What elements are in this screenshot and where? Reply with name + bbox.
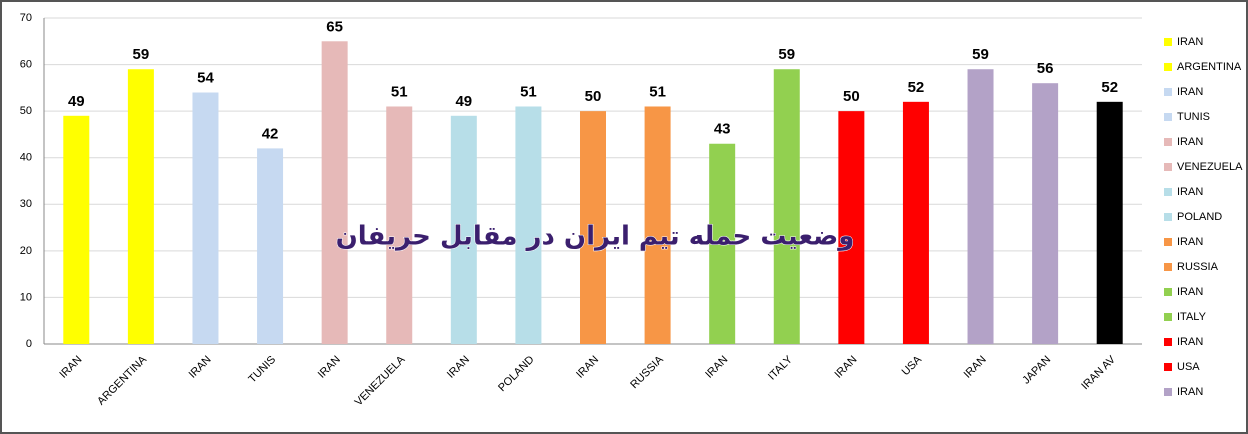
y-tick-label: 10 (20, 291, 32, 303)
bar (1096, 101, 1123, 344)
bar (257, 148, 284, 344)
value-label: 65 (326, 18, 343, 35)
legend-label: ARGENTINA (1177, 61, 1242, 73)
legend-swatch (1164, 288, 1172, 296)
legend-swatch (1164, 38, 1172, 46)
legend-label: USA (1177, 361, 1200, 373)
y-tick-label: 0 (26, 338, 32, 350)
legend-label: IRAN (1177, 386, 1203, 398)
chart-title: وضعیت حمله تیم ایران در مقابل حریفان (336, 222, 855, 252)
legend-swatch (1164, 188, 1172, 196)
y-tick-label: 40 (20, 152, 32, 164)
legend-swatch (1164, 238, 1172, 246)
legend-label: IRAN (1177, 286, 1203, 298)
bar (450, 115, 477, 344)
value-label: 49 (455, 93, 472, 110)
legend-label: IRAN (1177, 86, 1203, 98)
value-label: 42 (262, 125, 279, 142)
value-label: 52 (1101, 79, 1118, 96)
bar (644, 106, 671, 344)
value-label: 52 (908, 79, 925, 96)
legend-label: IRAN (1177, 236, 1203, 248)
value-label: 59 (133, 46, 150, 63)
bar (709, 143, 736, 344)
bar (902, 101, 929, 344)
bar (1032, 83, 1059, 344)
value-label: 50 (585, 88, 602, 105)
value-label: 54 (197, 69, 214, 86)
legend-label: VENEZUELA (1177, 161, 1243, 173)
bar (192, 92, 219, 344)
legend-label: IRAN (1177, 36, 1203, 48)
bar (580, 111, 606, 345)
bar (515, 106, 542, 344)
legend-swatch (1164, 388, 1172, 396)
legend-label: TUNIS (1177, 111, 1210, 123)
value-label: 51 (391, 83, 408, 100)
bar (321, 41, 348, 345)
y-tick-label: 60 (20, 58, 32, 70)
legend-swatch (1164, 163, 1172, 171)
bar (967, 69, 994, 344)
bar (127, 69, 154, 344)
bar (386, 106, 413, 344)
y-tick-label: 50 (20, 105, 32, 117)
legend-label: RUSSIA (1177, 261, 1219, 273)
y-tick-label: 20 (20, 245, 32, 257)
value-label: 51 (520, 83, 537, 100)
legend-label: IRAN (1177, 186, 1203, 198)
value-label: 49 (68, 93, 85, 110)
legend-swatch (1164, 313, 1172, 321)
value-label: 59 (778, 46, 795, 63)
legend-swatch (1164, 88, 1172, 96)
bar (838, 111, 865, 345)
legend-swatch (1164, 138, 1172, 146)
legend-swatch (1164, 338, 1172, 346)
value-label: 56 (1037, 60, 1054, 77)
value-label: 50 (843, 88, 860, 105)
legend-label: IRAN (1177, 136, 1203, 148)
legend-label: ITALY (1177, 311, 1207, 323)
legend-label: IRAN (1177, 336, 1203, 348)
legend-swatch (1164, 363, 1172, 371)
legend-swatch (1164, 63, 1172, 71)
legend-swatch (1164, 213, 1172, 221)
y-tick-label: 70 (20, 12, 32, 24)
legend-label: POLAND (1177, 211, 1222, 223)
legend-swatch (1164, 113, 1172, 121)
value-label: 51 (649, 83, 666, 100)
legend-swatch (1164, 263, 1172, 271)
value-label: 43 (714, 121, 731, 138)
value-label: 59 (972, 46, 989, 63)
bar (63, 115, 90, 344)
y-tick-label: 30 (20, 198, 32, 210)
bar (773, 69, 800, 344)
